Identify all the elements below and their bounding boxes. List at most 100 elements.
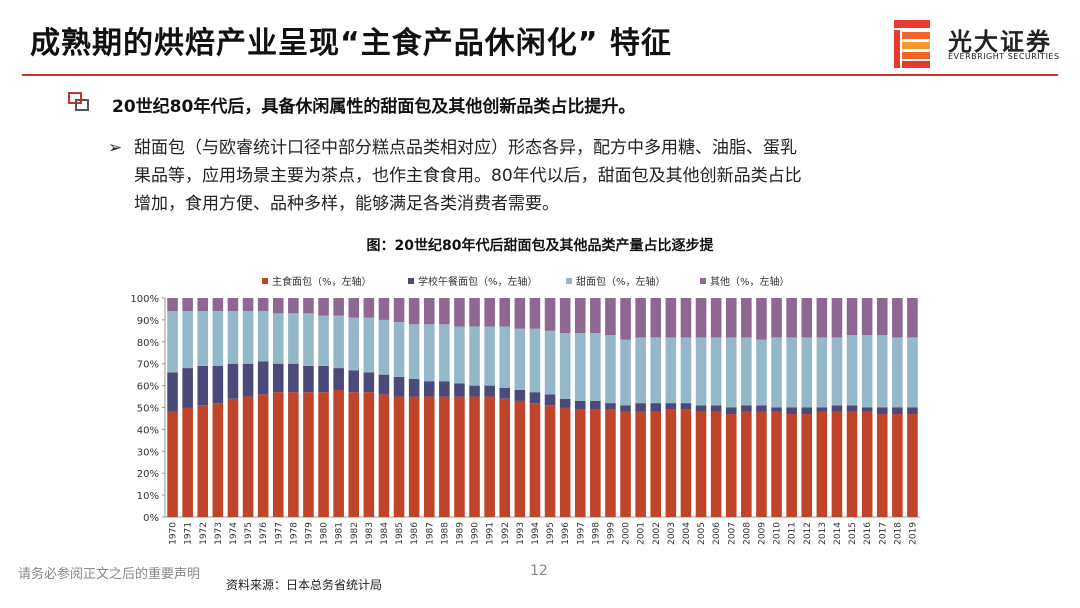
bar-segment (182, 298, 193, 312)
x-tick-label: 1986 (410, 522, 420, 545)
bar-segment (892, 337, 903, 408)
x-tick-label: 1974 (229, 522, 239, 545)
bar-segment (816, 407, 828, 412)
bar-segment (529, 403, 541, 517)
bar-segment (439, 396, 450, 517)
bar-segment (469, 326, 480, 386)
bar-segment (318, 315, 329, 366)
bar-segment (559, 333, 571, 399)
sub-bullet: ➢ 甜面包（与欧睿统计口径中部分糕点品类相对应）形态各异，配方中多用糖、油脂、蛋… (108, 134, 802, 218)
bar-segment (786, 337, 797, 408)
bar-segment (197, 298, 209, 312)
bar-segment (665, 337, 677, 404)
bar-segment (378, 374, 390, 395)
bar-segment (605, 335, 616, 404)
bar-segment (725, 298, 737, 338)
bar-segment (876, 407, 888, 415)
disclaimer: 请务必参阅正文之后的重要声明 (18, 567, 201, 582)
y-tick-label: 0% (143, 513, 159, 524)
page-number: 12 (530, 563, 548, 579)
bar-segment (846, 298, 858, 336)
bar-segment (710, 411, 722, 517)
x-tick-label: 1984 (380, 522, 390, 545)
bar-segment (620, 405, 631, 412)
bar-segment (363, 392, 375, 517)
logo-icon (894, 20, 930, 68)
source: 资料来源：日本总务省统计局 (226, 578, 383, 592)
bar-segment (620, 339, 631, 406)
x-tick-label: 1978 (289, 522, 299, 545)
x-tick-label: 1975 (244, 522, 254, 545)
bar-segment (725, 407, 737, 415)
x-tick-label: 1985 (395, 522, 405, 545)
bar-segment (831, 337, 843, 406)
bar-segment (876, 298, 888, 336)
x-tick-label: 2012 (803, 522, 813, 545)
x-tick-label: 1999 (606, 522, 616, 545)
bar-segment (695, 337, 707, 406)
bar-segment (771, 298, 782, 338)
bar-segment (861, 411, 873, 517)
bar-segment (454, 396, 465, 517)
x-tick-label: 1991 (486, 522, 496, 545)
bar-segment (605, 409, 616, 517)
chart-title: 图：20世纪80年代后甜面包及其他品类产量占比逐步提 (367, 237, 715, 254)
bar-segment (182, 407, 193, 517)
bar-segment (439, 298, 450, 325)
x-tick-label: 1990 (471, 522, 481, 545)
x-tick-label: 2005 (697, 522, 707, 545)
bar-segment (423, 396, 435, 517)
bar-segment (605, 403, 616, 410)
bar-segment (816, 298, 828, 338)
bar-segment (288, 298, 299, 314)
logo-sub: EVERBRIGHT SECURITIES (948, 52, 1060, 61)
bar-segment (303, 313, 314, 366)
bar-segment (529, 298, 541, 329)
bar-segment (801, 337, 813, 408)
bar-segment (167, 372, 178, 412)
bar-segment (529, 392, 541, 404)
bar-segment (635, 298, 646, 338)
bar-segment (499, 298, 511, 327)
bar-segment (212, 311, 224, 366)
legend-label: 甜面包（%，左轴） (576, 275, 666, 288)
x-tick-label: 1982 (350, 522, 360, 545)
bar-segment (348, 317, 360, 371)
bar-segment (182, 311, 193, 369)
bar-segment (257, 298, 269, 312)
bar-segment (665, 409, 677, 517)
bar-segment (559, 298, 571, 334)
bar-segment (725, 414, 737, 517)
bar-segment (741, 411, 752, 517)
bar-segment (665, 403, 677, 410)
bar-segment (318, 392, 329, 517)
x-tick-label: 1970 (169, 522, 179, 545)
bar-segment (680, 409, 692, 517)
bar-segment (408, 379, 420, 397)
bar-segment (484, 385, 495, 397)
bar-segment (635, 411, 646, 517)
x-tick-label: 2006 (712, 522, 722, 545)
bar-segment (303, 392, 314, 517)
x-tick-label: 2011 (788, 522, 798, 545)
bar-segment (665, 298, 677, 338)
bar-segment (710, 337, 722, 406)
bar-segment (167, 411, 178, 517)
bar-segment (514, 400, 526, 517)
x-tick-label: 1998 (591, 522, 601, 545)
bar-segment (484, 298, 495, 327)
bar-segment (786, 407, 797, 415)
bar-segment (695, 411, 707, 517)
bar-segment (288, 313, 299, 364)
x-tick-label: 1981 (335, 522, 345, 545)
bar-segment (469, 385, 480, 397)
slide-title: 成熟期的烘焙产业呈现“主食产品休闲化” 特征 (30, 26, 672, 61)
legend-swatch (700, 278, 706, 284)
bar-segment (892, 407, 903, 415)
bar-segment (454, 298, 465, 327)
bar-segment (272, 313, 284, 364)
bar-segment (846, 405, 858, 412)
x-tick-label: 2018 (893, 522, 903, 545)
x-tick-label: 1994 (531, 522, 541, 545)
